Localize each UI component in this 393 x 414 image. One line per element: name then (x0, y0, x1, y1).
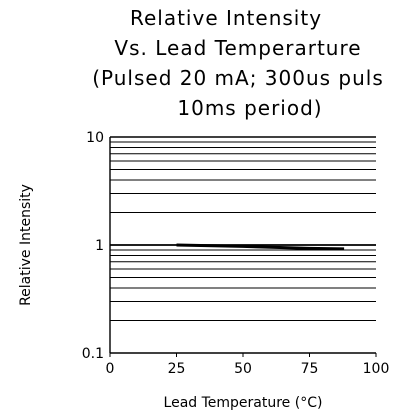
x-tick-label: 100 (363, 361, 390, 377)
plot-frame (109, 137, 377, 357)
series-line (176, 243, 345, 251)
chart-title-line-2: Vs. Lead Temperarture (114, 36, 362, 60)
y-axis-label: Relative Intensity (18, 184, 34, 306)
y-tick-label: 1 (95, 238, 104, 254)
chart-title-line-3: (Pulsed 20 mA; 300us puls (92, 66, 384, 90)
chart-title-line-1: Relative Intensity (129, 6, 323, 30)
x-tick-label: 25 (168, 361, 186, 377)
tick-labels: 0 25 50 75 100 0.1 1 10 (82, 130, 390, 377)
chart-title-line-4: 10ms period) (177, 96, 323, 120)
y-tick-label: 0.1 (82, 346, 104, 362)
series-layer (176, 243, 345, 251)
x-tick-label: 0 (106, 361, 115, 377)
x-axis-label: Lead Temperature (°C) (164, 395, 323, 411)
y-tick-label: 10 (86, 130, 104, 146)
x-tick-label: 75 (301, 361, 319, 377)
x-tick-label: 50 (234, 361, 252, 377)
